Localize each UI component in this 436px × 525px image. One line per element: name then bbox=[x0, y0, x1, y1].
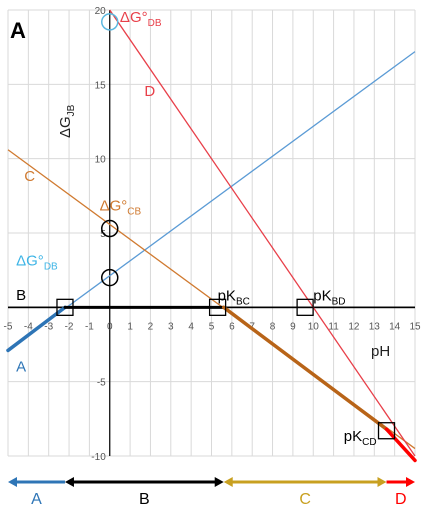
x-tick-label: 14 bbox=[389, 321, 401, 332]
emphasized-segments bbox=[6, 305, 417, 463]
annotation-subscript: BC bbox=[236, 297, 250, 308]
circle-marker bbox=[101, 219, 119, 238]
range-arrow-head bbox=[214, 477, 224, 487]
x-tick-label: 8 bbox=[270, 321, 276, 332]
annotation: C bbox=[24, 168, 35, 185]
x-tick-label: -5 bbox=[4, 321, 13, 332]
emphasized-segment-c bbox=[221, 305, 389, 431]
x-tick-label: 5 bbox=[209, 321, 215, 332]
x-tick-label: 11 bbox=[328, 321, 339, 332]
x-tick-label: 1 bbox=[127, 321, 133, 332]
emphasized-segment-d bbox=[384, 427, 417, 463]
x-tick-label: -1 bbox=[85, 321, 94, 332]
x-axis-label: pH bbox=[371, 343, 390, 360]
range-arrow-d: D bbox=[386, 477, 415, 508]
circle-marker bbox=[101, 268, 119, 287]
y-axis-label-main: ΔG bbox=[57, 116, 74, 138]
x-tick-label: 12 bbox=[348, 321, 360, 332]
annotation: ΔG°DB bbox=[120, 9, 162, 29]
panel-label: A bbox=[10, 18, 26, 43]
annotation-subscript: BD bbox=[332, 297, 346, 308]
annotation-subscript: DB bbox=[44, 262, 58, 273]
annotation-text: C bbox=[24, 168, 35, 185]
annotation-subscript: CD bbox=[362, 437, 376, 448]
grid bbox=[7, 9, 416, 457]
x-tick-label: 2 bbox=[148, 321, 154, 332]
range-arrow-a: A bbox=[8, 477, 65, 508]
annotation: B bbox=[16, 287, 26, 304]
annotation-text: ΔG° bbox=[100, 198, 128, 215]
x-tick-label: 0 bbox=[107, 321, 113, 332]
x-tick-label: -4 bbox=[24, 321, 33, 332]
y-tick-label: 10 bbox=[95, 155, 107, 166]
annotation-text: D bbox=[144, 83, 155, 100]
range-arrow-label: B bbox=[139, 491, 150, 508]
tick-labels: -5-4-3-2-10123456789101112131415-10-5510… bbox=[4, 6, 421, 463]
annotation-text: pK bbox=[218, 288, 236, 305]
series-line-a bbox=[7, 51, 416, 351]
x-tick-label: -2 bbox=[65, 321, 74, 332]
y-tick-label: -10 bbox=[91, 452, 106, 463]
range-arrow-label: D bbox=[395, 491, 407, 508]
svg-text:ΔGJB: ΔGJB bbox=[57, 104, 77, 138]
emphasized-segment-a bbox=[6, 305, 67, 353]
annotation-text: ΔG° bbox=[16, 253, 44, 270]
range-arrow-head bbox=[377, 477, 387, 487]
annotation: A bbox=[16, 358, 26, 375]
range-arrow-b: B bbox=[64, 477, 224, 508]
y-tick-label: 15 bbox=[95, 80, 107, 91]
x-tick-label: 3 bbox=[168, 321, 174, 332]
range-arrow-head bbox=[8, 477, 17, 487]
range-arrow-label: C bbox=[299, 491, 311, 508]
range-arrow-head bbox=[64, 477, 74, 487]
x-tick-label: 13 bbox=[369, 321, 381, 332]
x-tick-label: 4 bbox=[188, 321, 194, 332]
circle-marker bbox=[101, 13, 119, 31]
x-tick-label: 6 bbox=[229, 321, 235, 332]
square-marker bbox=[208, 298, 227, 316]
markers bbox=[56, 13, 396, 440]
series-line-d bbox=[109, 9, 416, 457]
annotation: pKBD bbox=[313, 288, 345, 308]
annotation-text: A bbox=[16, 358, 26, 375]
y-axis-label-sub: JB bbox=[66, 104, 77, 116]
y-tick-label: 20 bbox=[95, 6, 107, 17]
range-arrows: A B C D bbox=[8, 477, 415, 508]
x-tick-label: 10 bbox=[308, 321, 320, 332]
annotation-text: B bbox=[16, 287, 26, 304]
range-arrow-head bbox=[406, 477, 415, 487]
annotation-subscript: DB bbox=[148, 18, 162, 29]
y-tick-label: 5 bbox=[100, 229, 106, 240]
annotation-text: ΔG° bbox=[120, 9, 148, 26]
annotation: pKBC bbox=[218, 288, 250, 308]
annotation: ΔG°CB bbox=[100, 198, 142, 218]
y-tick-label: -5 bbox=[97, 378, 106, 389]
annotation-text: pK bbox=[313, 288, 331, 305]
annotation: pKCD bbox=[344, 428, 377, 448]
range-arrow-head bbox=[223, 477, 233, 487]
square-marker bbox=[56, 298, 74, 316]
x-tick-label: -3 bbox=[44, 321, 53, 332]
x-tick-label: 15 bbox=[409, 321, 421, 332]
range-arrow-label: A bbox=[31, 491, 42, 508]
annotation: D bbox=[144, 83, 155, 100]
annotation-text: pK bbox=[344, 428, 362, 445]
x-tick-label: 9 bbox=[290, 321, 296, 332]
square-marker bbox=[377, 422, 396, 440]
annotation: ΔG°DB bbox=[16, 253, 58, 273]
square-marker bbox=[296, 298, 314, 316]
y-axis-label: ΔGJB bbox=[57, 104, 77, 138]
annotation-subscript: CB bbox=[127, 207, 141, 218]
range-arrow-c: C bbox=[223, 477, 387, 508]
